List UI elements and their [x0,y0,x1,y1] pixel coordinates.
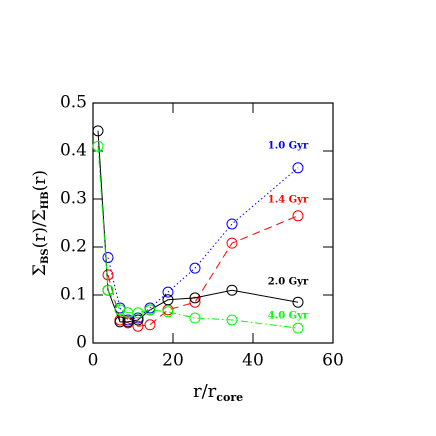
series-line [107,215,299,327]
x-label-part: r/r [193,381,217,402]
data-point [114,304,126,316]
x-label-sub: core [216,391,243,404]
y-label-part: (r) [30,170,50,191]
x-axis-label: r/rcore [193,381,243,404]
y-axis-label: ΣBS(r)/ΣHB(r) [30,170,51,276]
x-tick-label: 60 [322,351,344,371]
data-point [189,296,201,308]
data-point [102,269,114,281]
series-label: 2.0 Gyr [268,277,309,288]
y-tick-label: 0.2 [60,237,87,257]
y-tick-label: 0.5 [60,93,87,113]
data-point [189,292,201,304]
x-tick-label: 40 [242,351,264,371]
data-point [132,307,144,319]
data-point [132,314,144,326]
data-point [189,262,201,274]
data-point [144,304,156,316]
data-point [292,210,304,222]
y-label-sub: HB [40,191,51,209]
data-point [144,319,156,331]
data-point [162,306,174,318]
data-point [226,218,238,230]
data-point [102,284,114,296]
x-tick-label: 0 [88,351,99,371]
series-label: 4.0 Gyr [268,311,309,322]
data-point [226,314,238,326]
y-label-sub: BS [40,248,51,264]
y-tick-label: 0 [76,333,87,353]
series-line [97,130,299,323]
data-point [292,162,304,174]
data-point [132,320,144,332]
y-tick-label: 0.3 [60,189,87,209]
data-point [189,312,201,324]
data-point [92,140,104,152]
data-point [292,322,304,334]
y-label-part: (r)/Σ [30,209,50,248]
data-point [226,284,238,296]
data-point [226,237,238,249]
y-label-part: Σ [30,264,50,276]
data-point [102,252,114,264]
y-tick-label: 0.4 [60,141,87,161]
data-point [162,294,174,306]
data-point [114,316,126,328]
data-point [162,286,174,298]
data-point [92,125,104,137]
series-label: 1.0 Gyr [268,141,309,152]
series-label: 1.4 Gyr [268,195,309,206]
plot-frame [92,102,334,344]
data-point [292,296,304,308]
y-tick-label: 0.1 [60,285,87,305]
x-tick-label: 20 [162,351,184,371]
series-line [97,146,299,329]
